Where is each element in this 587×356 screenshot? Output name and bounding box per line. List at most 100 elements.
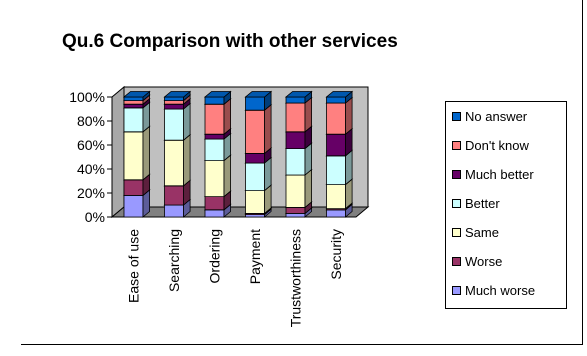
bar-ease-of-use-no-answer-face (123, 96, 144, 101)
legend-label: Worse (465, 253, 503, 269)
bar-payment-same-face (245, 190, 265, 214)
bar-payment-better-face (245, 162, 265, 192)
bar-searching-no-answer (163, 90, 192, 102)
legend-item-same: Same (452, 224, 499, 240)
bar-ease-of-use-much-better-face (123, 103, 144, 109)
legend-swatch (452, 227, 461, 237)
x-tick-label: Trustworthiness (288, 229, 304, 327)
bar-security-no-answer-face (325, 91, 354, 98)
legend-item-much-better: Much better (452, 166, 534, 182)
bar-searching-no-answer-face (164, 96, 184, 101)
chart-title: Qu.6 Comparison with other services (62, 31, 398, 52)
bar-searching-same-face (164, 139, 184, 187)
y-tick-label: 0% (85, 209, 105, 225)
bar-searching-much-worse-face (164, 204, 184, 218)
bar-ease-of-use-same-face (123, 131, 144, 181)
legend-label: Much worse (465, 282, 536, 298)
bar-ordering-don-t-know-face (223, 97, 232, 136)
y-tick-label: 100% (69, 89, 105, 105)
bar-trustworthiness-better-face (285, 148, 306, 176)
bar-trustworthiness-same-face (304, 168, 313, 209)
bar-ordering-much-better-face (204, 133, 225, 140)
bar-ordering-don-t-know-face (204, 103, 225, 135)
legend-item-much-worse: Much worse (452, 282, 535, 298)
bar-security-much-better-face (326, 133, 346, 157)
bar-security-same-face (326, 184, 346, 210)
legend-swatch (452, 256, 461, 266)
bar-security-don-t-know-face (345, 96, 353, 136)
bar-searching-no-answer-face (163, 91, 192, 98)
bar-ease-of-use-same (122, 125, 151, 181)
x-tick-label: Ordering (207, 229, 223, 283)
bar-trustworthiness-no-answer-face (284, 91, 313, 98)
bar-security-no-answer-face (326, 96, 346, 104)
bar-ordering-no-answer-face (203, 91, 232, 98)
x-tick-label: Security (328, 229, 344, 280)
legend-swatch (452, 140, 461, 150)
bar-trustworthiness-much-worse-face (285, 212, 306, 218)
bar-payment-don-t-know-face (245, 109, 265, 154)
bar-ease-of-use-no-answer-face (122, 91, 151, 98)
bar-trustworthiness-same-face (285, 174, 306, 208)
bar-payment-don-t-know-face (264, 103, 272, 155)
legend-item-no-answer: No answer (452, 108, 527, 124)
y-tick-label: 60% (77, 137, 105, 153)
bar-payment-no-answer-face (245, 96, 265, 111)
legend-swatch (452, 198, 461, 208)
bar-ease-of-use-better-face (123, 107, 144, 133)
bar-trustworthiness-much-better-face (285, 131, 306, 150)
bar-searching-same (163, 133, 192, 187)
bar-security-much-worse-face (326, 209, 346, 218)
legend-item-better: Better (452, 195, 500, 211)
bar-ease-of-use-worse-face (123, 179, 144, 196)
legend-label: Same (465, 224, 499, 240)
bar-payment-no-answer (244, 90, 273, 112)
bar-ordering-same-face (223, 154, 232, 198)
bar-ease-of-use-same-face (142, 125, 151, 181)
bar-searching-better-face (164, 108, 184, 141)
bar-ease-of-use-much-worse-face (123, 194, 144, 218)
legend-label: No answer (465, 108, 528, 124)
legend-swatch (452, 169, 461, 179)
bar-trustworthiness-worse-face (285, 206, 306, 214)
bar-trustworthiness-no-answer-face (285, 96, 306, 104)
y-tick-label: 20% (77, 185, 105, 201)
bar-trustworthiness-no-answer (284, 90, 313, 104)
legend: No answer Don't know Much better Better Same… (445, 101, 567, 309)
bar-security-don-t-know-face (326, 102, 346, 135)
bar-ordering-no-answer-face (204, 96, 225, 105)
bar-payment-no-answer-face (244, 91, 273, 98)
bar-ordering-better-face (204, 138, 225, 162)
bar-ease-of-use-don-t-know-face (123, 100, 144, 105)
bar-security-no-answer (325, 90, 354, 104)
bar-ordering-same (203, 154, 232, 198)
x-tick-label: Searching (166, 229, 182, 292)
bar-searching-don-t-know-face (164, 100, 184, 105)
bar-searching-worse-face (164, 185, 184, 206)
legend-item-don-t-know: Don't know (452, 137, 529, 153)
bar-searching-same-face (183, 133, 191, 187)
legend-label: Better (465, 195, 500, 211)
bar-ordering-same-face (204, 160, 225, 198)
legend-swatch (452, 285, 461, 295)
x-tick-label: Ease of use (126, 229, 142, 303)
legend-label: Much better (465, 166, 534, 182)
legend-swatch (452, 111, 461, 121)
x-tick-label: Payment (247, 229, 263, 284)
bar-searching-much-better-face (164, 103, 184, 110)
y-tick-label: 80% (77, 113, 105, 129)
legend-label: Don't know (465, 137, 529, 153)
legend-item-worse: Worse (452, 253, 502, 269)
bar-ordering-much-worse-face (204, 209, 225, 218)
bar-ease-of-use-no-answer (122, 90, 151, 102)
bar-payment-don-t-know (244, 103, 273, 155)
bar-searching-better-face (183, 102, 191, 142)
bar-security-better-face (326, 155, 346, 186)
bar-payment-much-better-face (245, 152, 265, 164)
bar-ordering-no-answer (203, 90, 232, 106)
y-tick-label: 40% (77, 161, 105, 177)
bar-ordering-worse-face (204, 196, 225, 211)
bar-trustworthiness-don-t-know-face (285, 102, 306, 133)
plot-side-wall (111, 85, 125, 219)
